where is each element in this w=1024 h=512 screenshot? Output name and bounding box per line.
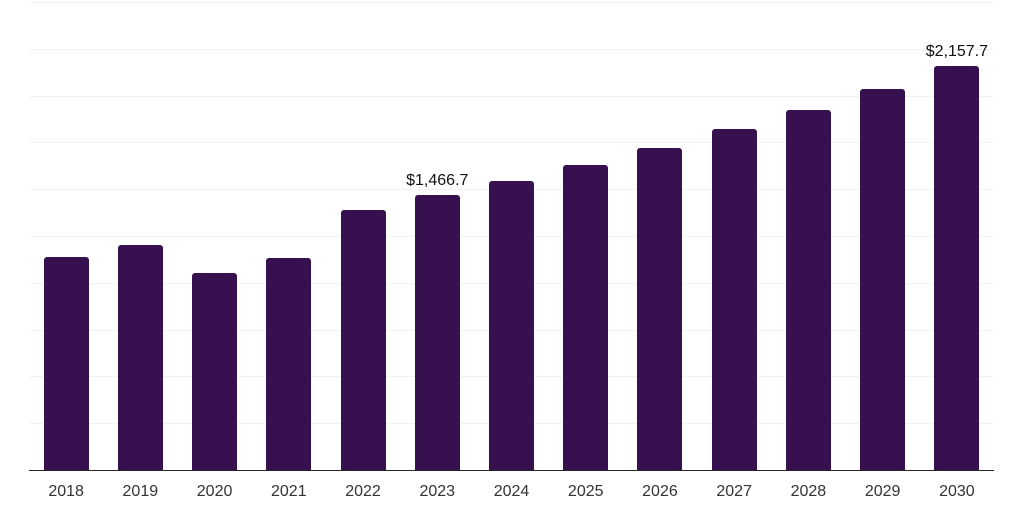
- bar-2029: [860, 89, 906, 470]
- bar-2021: [266, 258, 312, 470]
- bar-2019: [117, 245, 163, 470]
- gridline-2250: [29, 48, 994, 50]
- bar-2024: [489, 180, 534, 470]
- x-tick-2022: 2022: [345, 483, 381, 500]
- x-tick-2021: 2021: [271, 483, 307, 500]
- bar-2026: [637, 148, 683, 470]
- bar-2023: [414, 195, 460, 470]
- bar-2030: [934, 66, 980, 470]
- x-tick-2026: 2026: [642, 483, 678, 500]
- x-tick-2025: 2025: [567, 483, 604, 500]
- x-tick-2023: 2023: [419, 483, 456, 500]
- x-axis-line: [29, 470, 994, 471]
- x-tick-2019: 2019: [122, 483, 159, 500]
- x-tick-2028: 2028: [790, 483, 827, 500]
- bar-2018: [43, 256, 89, 470]
- x-tick-2018: 2018: [48, 483, 84, 500]
- gridline-1750: [29, 142, 994, 144]
- gridline-2000: [29, 95, 994, 97]
- gridline-2500: [29, 2, 994, 3]
- bar-2028: [785, 109, 831, 470]
- bar-2022: [340, 209, 386, 470]
- x-tick-2029: 2029: [864, 483, 901, 500]
- x-tick-2027: 2027: [716, 483, 752, 500]
- bar-2025: [563, 164, 609, 470]
- x-tick-2024: 2024: [493, 483, 530, 500]
- value-label-2023: $1,466.7: [406, 172, 469, 190]
- bar-2027: [711, 129, 757, 470]
- x-tick-2020: 2020: [196, 483, 233, 500]
- value-label-2030: $2,157.7: [925, 43, 989, 61]
- bar-2020: [192, 272, 238, 470]
- x-tick-2030: 2030: [939, 483, 975, 500]
